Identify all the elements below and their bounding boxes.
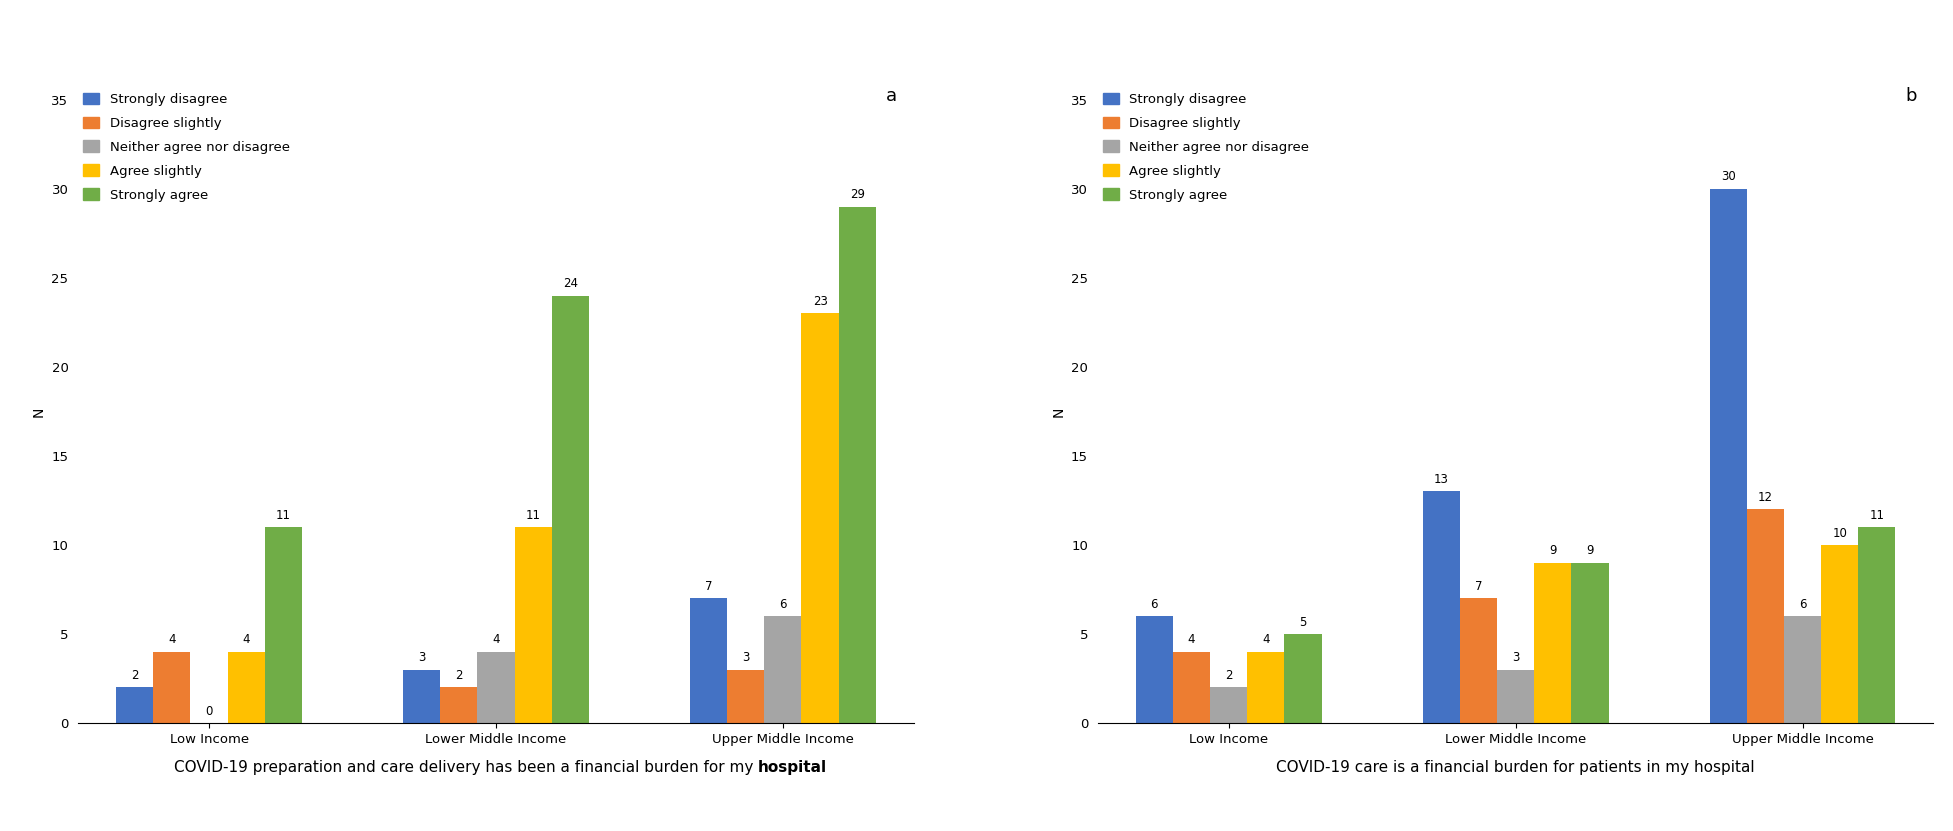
Bar [1572, 563, 1609, 723]
Text: 30: 30 [1721, 170, 1736, 184]
Bar [1820, 545, 1859, 723]
Bar [477, 652, 514, 723]
Bar [1285, 634, 1322, 723]
Text: 13: 13 [1434, 473, 1449, 486]
Bar [1783, 616, 1820, 723]
Text: 4: 4 [1262, 633, 1269, 647]
Bar [439, 687, 477, 723]
Bar [115, 687, 152, 723]
Text: 2: 2 [1225, 669, 1232, 682]
Text: 11: 11 [275, 509, 291, 522]
Y-axis label: N: N [1051, 406, 1066, 416]
Bar [1422, 491, 1459, 723]
Y-axis label: N: N [31, 406, 45, 416]
Bar [764, 616, 801, 723]
Text: COVID-19 care is a financial burden for patients in my hospital: COVID-19 care is a financial burden for … [1277, 760, 1756, 775]
Bar [1859, 527, 1896, 723]
Text: 2: 2 [131, 669, 139, 682]
Text: 29: 29 [850, 188, 865, 201]
Text: 9: 9 [1549, 544, 1557, 558]
Bar [553, 296, 590, 723]
Text: 23: 23 [812, 295, 828, 308]
Bar [689, 598, 727, 723]
Bar [1535, 563, 1572, 723]
Bar [1498, 670, 1535, 723]
Text: b: b [1906, 87, 1916, 106]
Legend: Strongly disagree, Disagree slightly, Neither agree nor disagree, Agree slightly: Strongly disagree, Disagree slightly, Ne… [78, 87, 295, 207]
Text: 11: 11 [1869, 509, 1885, 522]
Bar [229, 652, 266, 723]
Text: 11: 11 [525, 509, 541, 522]
Text: 3: 3 [418, 652, 426, 664]
Legend: Strongly disagree, Disagree slightly, Neither agree nor disagree, Agree slightly: Strongly disagree, Disagree slightly, Ne… [1098, 87, 1314, 207]
Bar [1709, 189, 1746, 723]
Bar [514, 527, 553, 723]
Text: 10: 10 [1832, 527, 1848, 539]
Text: 4: 4 [492, 633, 500, 647]
Bar [1248, 652, 1285, 723]
Text: 7: 7 [705, 580, 713, 593]
Bar [801, 313, 838, 723]
Text: 6: 6 [779, 597, 787, 611]
Text: 5: 5 [1299, 616, 1307, 628]
Bar [1137, 616, 1174, 723]
Bar [266, 527, 303, 723]
Text: 4: 4 [1187, 633, 1195, 647]
Text: 24: 24 [562, 278, 578, 290]
Text: hospital: hospital [758, 760, 826, 775]
Text: COVID-19 preparation and care delivery has been a financial burden for my: COVID-19 preparation and care delivery h… [174, 760, 758, 775]
Bar [1459, 598, 1498, 723]
Bar [152, 652, 191, 723]
Text: 9: 9 [1586, 544, 1594, 558]
Bar [838, 207, 875, 723]
Text: 3: 3 [1512, 652, 1519, 664]
Text: 0: 0 [205, 705, 213, 718]
Text: 12: 12 [1758, 491, 1773, 504]
Bar [402, 670, 439, 723]
Text: 2: 2 [455, 669, 463, 682]
Text: 4: 4 [168, 633, 176, 647]
Bar [1211, 687, 1248, 723]
Text: 7: 7 [1475, 580, 1482, 593]
Bar [1746, 509, 1783, 723]
Text: 4: 4 [242, 633, 250, 647]
Text: 3: 3 [742, 652, 750, 664]
Bar [1174, 652, 1211, 723]
Text: 6: 6 [1799, 597, 1807, 611]
Text: a: a [887, 87, 896, 106]
Bar [727, 670, 764, 723]
Text: 6: 6 [1150, 597, 1158, 611]
